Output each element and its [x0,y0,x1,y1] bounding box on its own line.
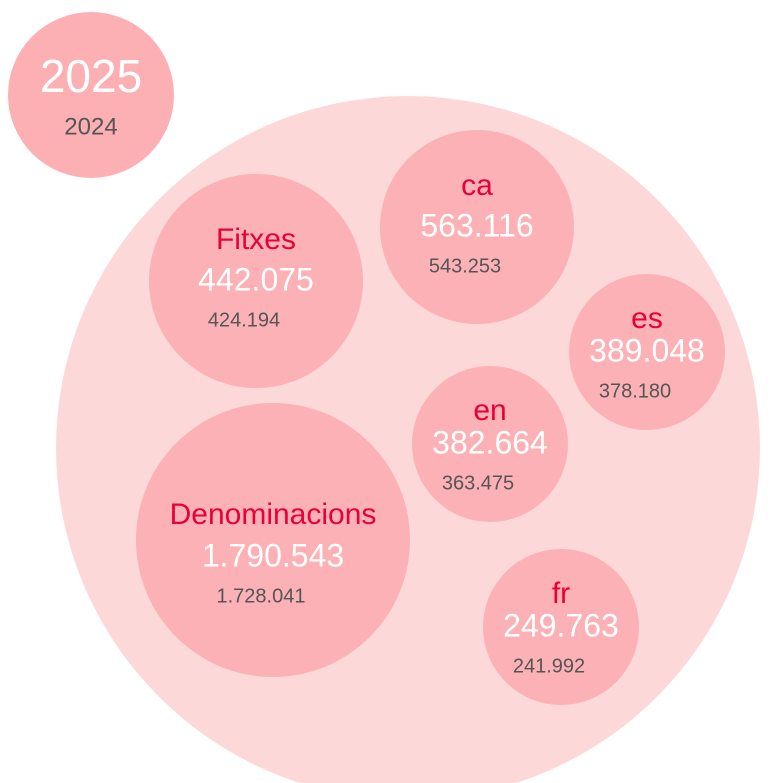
bubble-current: 442.075 [198,261,314,297]
bubble-previous: 543.253 [429,255,501,277]
bubbles: Fitxes442.075424.194ca563.116543.253es38… [136,130,725,705]
bubble-current: 1.790.543 [202,537,344,573]
bubble [412,366,568,522]
bubble-previous: 363.475 [442,472,514,494]
bubble [569,274,725,430]
bubble [380,130,574,324]
bubble-label: ca [461,169,493,202]
bubble-label: fr [552,577,570,610]
bubble-label: es [631,302,663,335]
bubble-previous: 424.194 [208,309,280,331]
bubble-current: 563.116 [420,207,533,243]
bubble-label: Denominacions [170,498,377,531]
legend-previous: 2024 [64,113,117,140]
bubble [483,549,639,705]
bubble-previous: 378.180 [599,380,671,402]
bubble-current: 249.763 [503,607,619,643]
bubble-previous: 241.992 [513,655,585,677]
bubble-current: 389.048 [589,332,705,368]
legend-circle [8,12,174,178]
bubble-previous: 1.728.041 [217,585,306,607]
bubble [149,174,363,388]
bubble [136,403,410,677]
legend-current: 2025 [40,50,142,102]
bubble-label: Fitxes [216,223,296,256]
bubble-current: 382.664 [432,424,548,460]
bubble-label: en [473,394,506,427]
